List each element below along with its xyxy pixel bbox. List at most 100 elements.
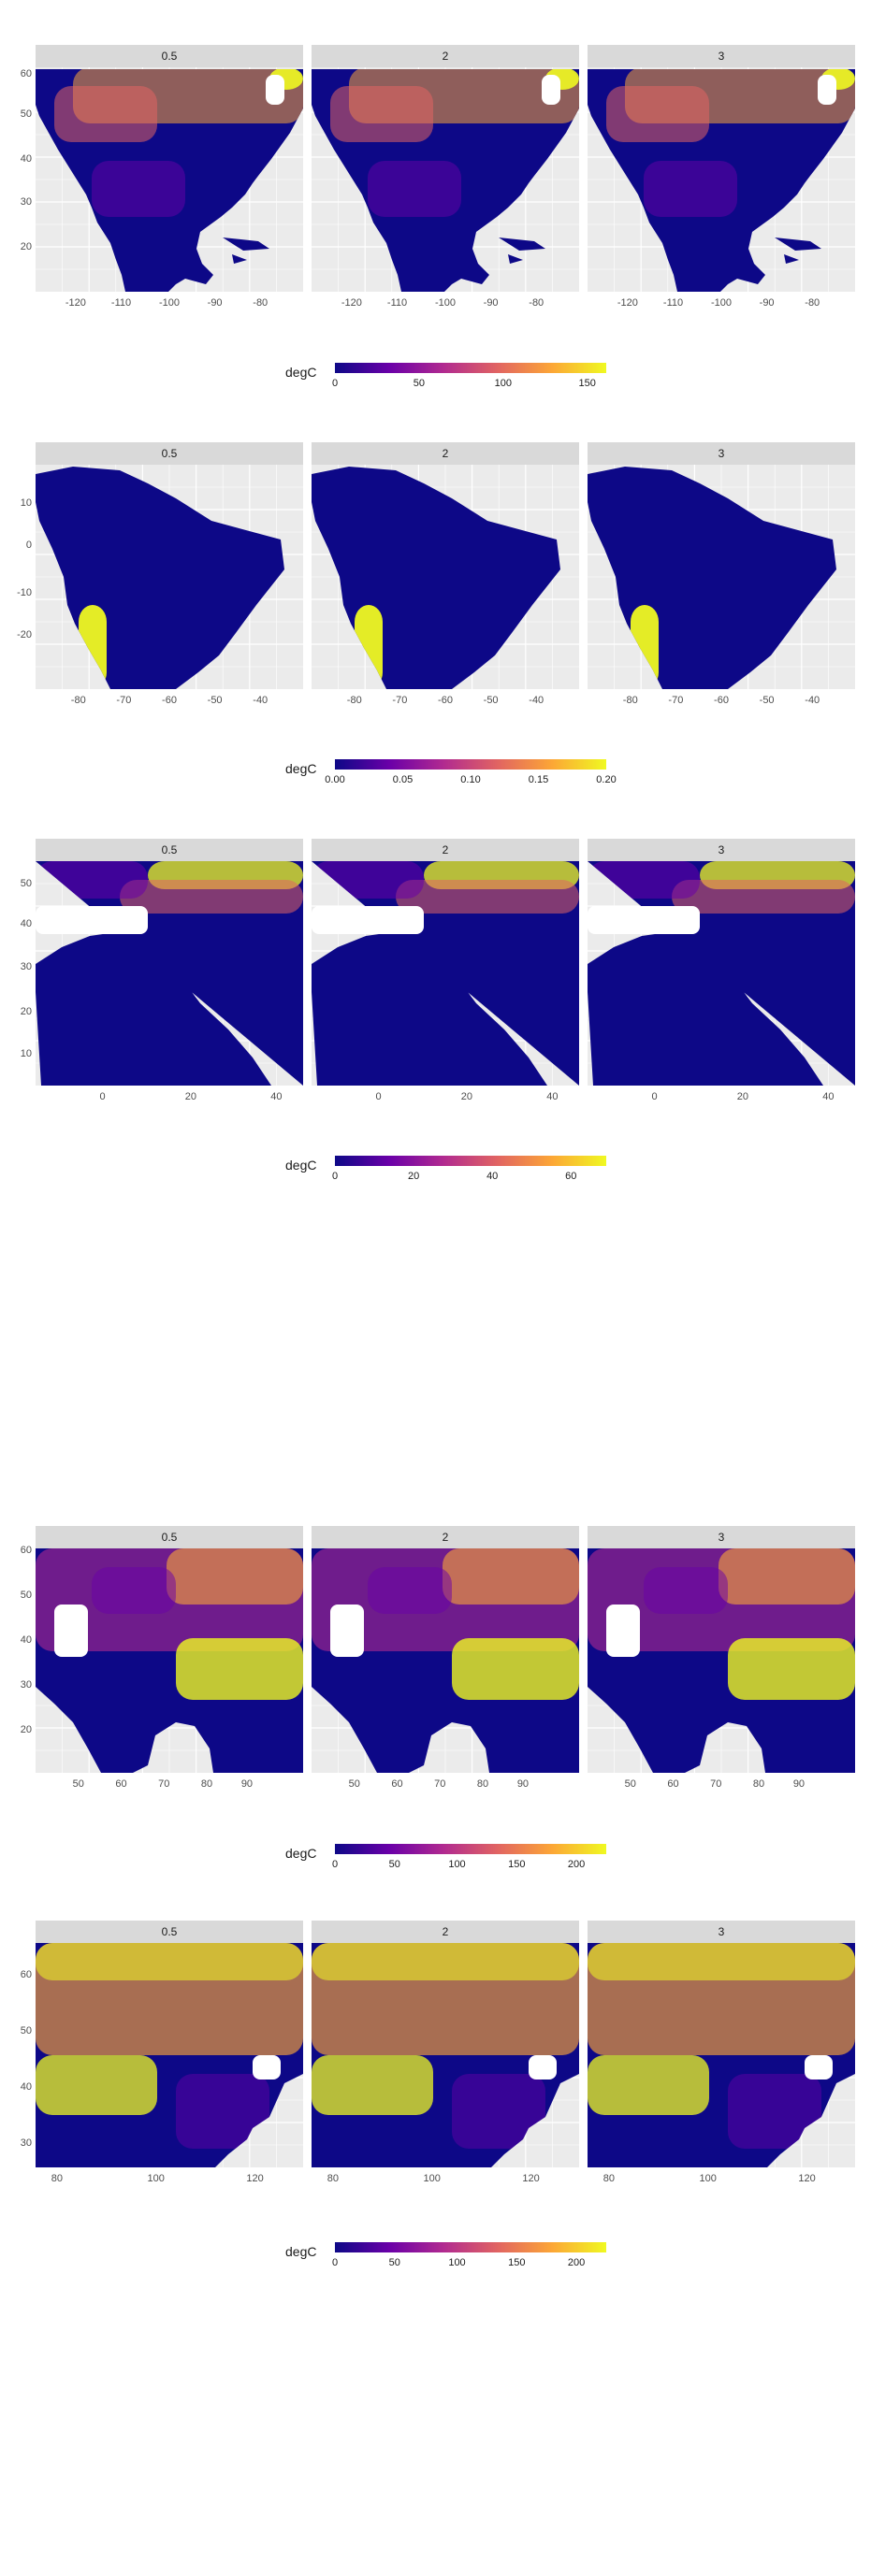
value-region <box>631 605 659 689</box>
value-region <box>54 86 157 142</box>
map-plot-area <box>312 465 579 689</box>
value-region <box>588 1943 855 1980</box>
map-panel: 2 50 60 70 80 90 <box>312 1526 579 1790</box>
value-region <box>719 1548 855 1605</box>
legend-tick-label: 0 <box>331 1171 339 1182</box>
landmass <box>36 467 284 689</box>
legend-tick-label: 0.05 <box>392 774 414 785</box>
x-tick-label: 40 <box>546 1091 559 1102</box>
facet-strip-label: 0.5 <box>36 442 303 465</box>
legend-tick-label: 40 <box>486 1171 499 1182</box>
facet-strip-label: 3 <box>588 45 855 67</box>
y-tick-label: -20 <box>17 629 32 641</box>
map-plot-area <box>588 465 855 689</box>
value-region <box>606 86 709 142</box>
map-panel: 0.5 50 60 70 80 90 <box>36 1526 303 1790</box>
map-plot-area <box>312 1943 579 2167</box>
y-tick-label: 20 <box>20 1724 32 1736</box>
x-tick-label: 90 <box>792 1778 806 1790</box>
legend-tick-label: 150 <box>508 2257 526 2268</box>
map-plot-area <box>36 465 303 689</box>
map-plot-area <box>36 1943 303 2167</box>
value-region <box>443 1548 579 1605</box>
value-region <box>92 1567 176 1614</box>
value-region <box>452 1638 579 1700</box>
map-plot-area <box>588 1943 855 2167</box>
map-plot-area <box>588 67 855 292</box>
map-raster <box>312 67 579 292</box>
x-tick-label: -120 <box>617 297 638 309</box>
map-raster <box>36 465 303 689</box>
map-plot-area <box>312 861 579 1086</box>
legend-title: degC <box>285 1158 317 1173</box>
y-tick-label: 40 <box>20 918 32 930</box>
x-tick-label: 80 <box>51 2173 63 2184</box>
value-region <box>644 161 737 217</box>
x-tick-label: 60 <box>667 1778 679 1790</box>
facet-strip-label: 3 <box>588 839 855 861</box>
y-tick-label: 60 <box>20 1968 32 1980</box>
map-panel: 2 -120 -110 -100 -90 -80 <box>312 45 579 309</box>
x-tick-label: 80 <box>752 1778 765 1790</box>
x-tick-label: -120 <box>341 297 362 309</box>
y-tick-label: 0 <box>25 540 32 552</box>
water-body <box>36 906 148 934</box>
facet-strip-label: 0.5 <box>36 1921 303 1943</box>
legend-tick-label: 0 <box>331 2257 339 2268</box>
x-tick-label: -90 <box>483 297 499 309</box>
y-tick-label: 40 <box>20 1634 32 1647</box>
value-region <box>588 2055 709 2115</box>
x-tick-label: -50 <box>759 695 775 706</box>
facet-strip-label: 3 <box>588 1921 855 1943</box>
value-region <box>167 1548 303 1605</box>
value-region <box>644 1567 728 1614</box>
color-legend: degC 0 50 100 150 200 <box>285 1844 622 1881</box>
x-tick-label: 0 <box>99 1091 106 1102</box>
value-region <box>312 1943 579 1980</box>
color-legend: degC 0 50 100 150 <box>285 363 622 400</box>
y-tick-label: 40 <box>20 2080 32 2093</box>
value-region <box>92 161 185 217</box>
value-region <box>452 2074 545 2149</box>
map-panel: 3 -120 -110 -100 -90 -80 <box>588 45 855 309</box>
map-raster <box>588 465 855 689</box>
legend-tick-label: 0.20 <box>596 774 617 785</box>
y-tick-label: 30 <box>20 196 32 208</box>
legend-colorbar <box>335 1844 606 1854</box>
y-tick-label: 30 <box>20 1679 32 1691</box>
legend-title: degC <box>285 365 317 380</box>
map-plot-area <box>588 861 855 1086</box>
color-legend: degC 0 20 40 60 <box>285 1156 622 1193</box>
x-tick-label: -110 <box>386 297 408 309</box>
value-region <box>176 2074 269 2149</box>
facet-strip-label: 0.5 <box>36 45 303 67</box>
map-plot-area <box>588 1548 855 1773</box>
map-raster <box>36 1548 303 1773</box>
map-raster <box>312 1943 579 2167</box>
y-tick-label: 50 <box>20 108 32 121</box>
x-tick-label: 80 <box>476 1778 489 1790</box>
map-panel: 3 80 100 120 <box>588 1921 855 2184</box>
map-raster <box>588 1943 855 2167</box>
map-plot-area <box>312 67 579 292</box>
x-tick-label: 100 <box>147 2173 165 2184</box>
water-body <box>253 2055 281 2080</box>
legend-tick-label: 20 <box>407 1171 420 1182</box>
x-tick-label: -90 <box>759 297 775 309</box>
legend-colorbar <box>335 2242 606 2252</box>
value-region <box>728 1638 855 1700</box>
facet-strip-label: 0.5 <box>36 839 303 861</box>
x-tick-label: 90 <box>516 1778 530 1790</box>
legend-tick-label: 100 <box>448 2257 466 2268</box>
facet-strip-label: 3 <box>588 1526 855 1548</box>
legend-tick-label: 0 <box>331 1859 339 1870</box>
x-tick-label: 60 <box>391 1778 403 1790</box>
map-panel: 0.5 80 100 120 <box>36 1921 303 2184</box>
x-tick-label: 20 <box>736 1091 748 1102</box>
x-tick-label: 50 <box>624 1778 636 1790</box>
legend-tick-label: 0.15 <box>528 774 549 785</box>
value-region <box>368 161 461 217</box>
map-plot-area <box>36 861 303 1086</box>
y-tick-label: 30 <box>20 2137 32 2149</box>
value-region <box>588 861 700 899</box>
